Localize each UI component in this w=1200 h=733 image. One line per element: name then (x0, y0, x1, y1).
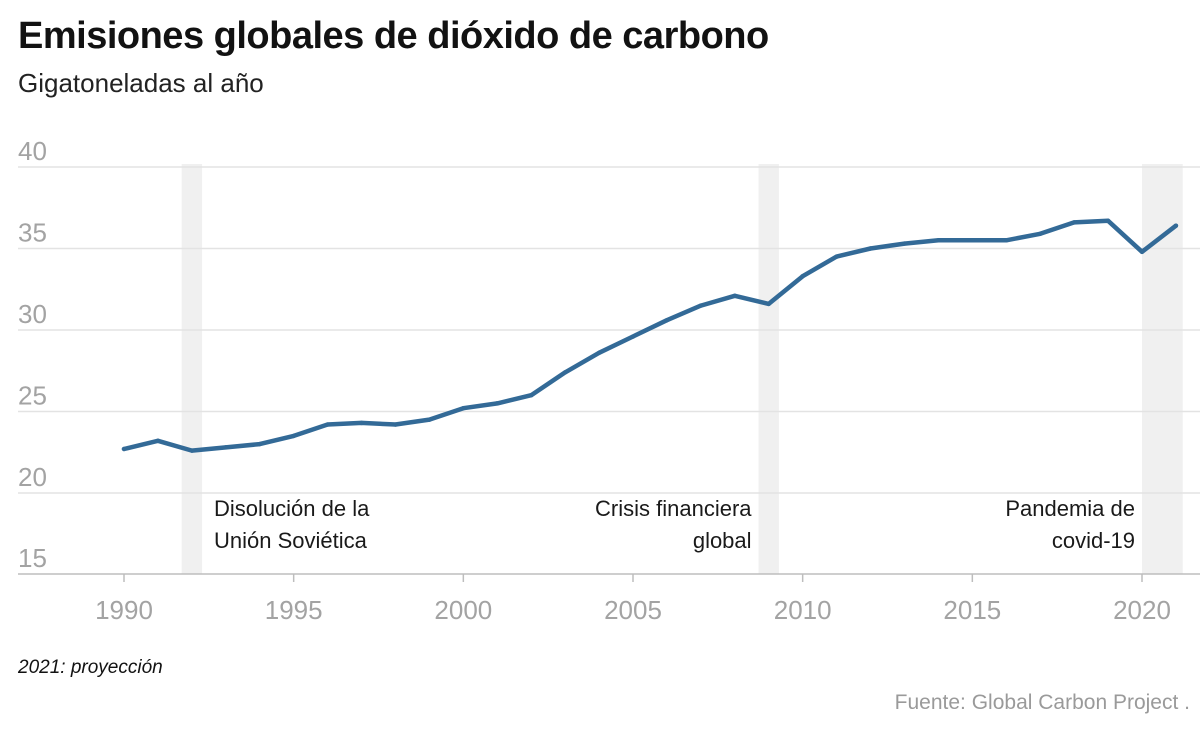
annotation-2-line-1: covid-19 (1052, 528, 1135, 553)
x-tick-label-2020: 2020 (1113, 595, 1171, 625)
data-point-2012 (868, 246, 873, 251)
data-point-1995 (291, 433, 296, 439)
data-point-1990 (121, 446, 127, 452)
data-point-1997 (359, 420, 364, 426)
data-point-2020 (1139, 249, 1145, 254)
y-tick-label-40: 40 (18, 136, 47, 166)
gridlines (18, 166, 1200, 575)
y-tick-label-15: 15 (18, 543, 47, 573)
data-point-2001 (495, 401, 500, 406)
chart-subtitle: Gigatoneladas al año (18, 68, 264, 98)
shaded-period-2 (1142, 164, 1183, 574)
y-axis-ticks: 15 20 25 30 35 40 (18, 136, 47, 573)
shaded-period-1 (758, 164, 779, 574)
data-point-1993 (223, 445, 228, 450)
data-point-2000 (461, 406, 466, 411)
series-line-0 (121, 218, 1179, 453)
data-point-2017 (1038, 231, 1043, 237)
data-point-1992 (189, 448, 195, 453)
x-tick-label-2010: 2010 (774, 595, 832, 625)
data-point-2010 (800, 274, 805, 279)
annotation-2-line-0: Pandemia de (1005, 496, 1135, 521)
x-axis-ticks: 1990 1995 2000 2005 2010 2015 2020 (95, 574, 1171, 625)
y-tick-label-20: 20 (18, 462, 47, 492)
x-tick-label-2000: 2000 (434, 595, 492, 625)
shaded-period-0 (181, 164, 203, 574)
data-point-2019 (1105, 218, 1111, 223)
x-tick-label-2005: 2005 (604, 595, 662, 625)
data-point-1999 (427, 417, 432, 422)
projection-note: 2021: proyección (18, 657, 163, 678)
annotation-1-line-0: Crisis financiera (595, 496, 752, 521)
data-point-2004 (596, 350, 602, 356)
data-point-2021 (1173, 223, 1179, 228)
data-point-2009 (766, 301, 771, 307)
annotation-0-line-1: Unión Soviética (214, 528, 368, 553)
data-point-2003 (562, 370, 568, 375)
data-point-1996 (325, 422, 330, 427)
data-point-2005 (630, 334, 636, 339)
annotation-1-line-1: global (693, 528, 752, 553)
series-group (121, 218, 1179, 453)
data-point-2013 (902, 241, 907, 246)
data-point-2002 (529, 393, 534, 398)
y-tick-label-30: 30 (18, 299, 47, 329)
data-point-2014 (936, 238, 941, 243)
source-credit: Fuente: Global Carbon Project . (894, 691, 1190, 714)
x-tick-label-1990: 1990 (95, 595, 153, 625)
y-tick-label-35: 35 (18, 218, 47, 248)
data-point-2018 (1071, 220, 1077, 225)
shaded-periods (181, 164, 1183, 574)
data-point-1998 (393, 422, 398, 427)
data-point-1991 (155, 438, 161, 444)
data-point-1994 (257, 441, 262, 447)
data-point-2011 (834, 254, 839, 259)
x-tick-label-2015: 2015 (943, 595, 1001, 625)
y-tick-label-25: 25 (18, 381, 47, 411)
data-point-2007 (698, 303, 704, 308)
data-point-2008 (732, 293, 737, 298)
annotations: Disolución de la Unión Soviética Crisis fi… (214, 496, 1135, 553)
x-tick-label-1995: 1995 (265, 595, 323, 625)
data-point-2016 (1004, 238, 1009, 243)
chart-title: Emisiones globales de dióxido de carbono (18, 15, 769, 57)
data-point-2006 (664, 318, 670, 323)
data-point-2015 (970, 238, 975, 243)
annotation-0-line-0: Disolución de la (214, 496, 370, 521)
